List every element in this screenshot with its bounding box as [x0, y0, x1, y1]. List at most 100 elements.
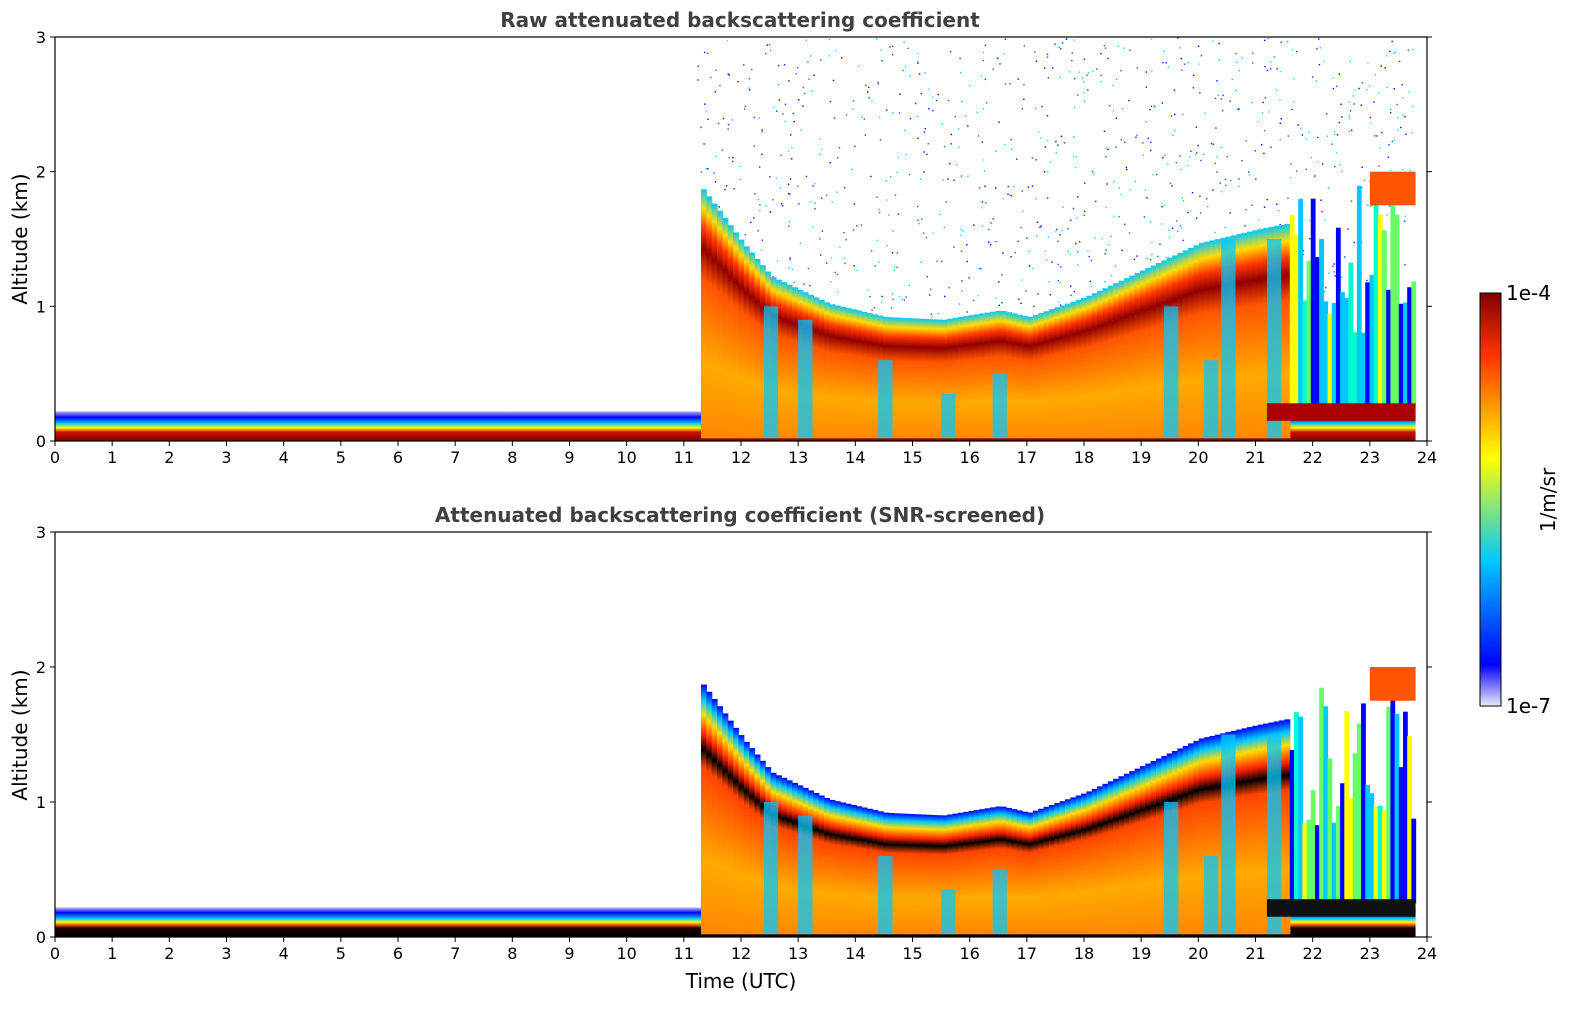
noise-pixel [1236, 108, 1238, 111]
noise-pixel [1059, 304, 1062, 306]
mixed-layer-column [1302, 300, 1308, 408]
noise-pixel [768, 44, 771, 46]
noise-pixel [861, 116, 863, 119]
noise-pixel [1311, 76, 1314, 78]
noise-pixel [1348, 117, 1351, 120]
x-tick-label: 12 [731, 448, 751, 467]
noise-pixel [788, 80, 790, 82]
cloud-column [1118, 280, 1125, 439]
mixed-layer-column [1369, 793, 1375, 904]
noise-pixel [1335, 152, 1338, 154]
noise-pixel [1149, 108, 1151, 111]
cloud-column [733, 232, 740, 439]
y-tick-label: 0 [36, 432, 46, 451]
noise-pixel [721, 149, 724, 151]
cloud-column [1279, 224, 1286, 439]
noise-pixel [1010, 194, 1013, 197]
noise-pixel [1149, 221, 1152, 223]
mixed-layer-column [1377, 805, 1383, 904]
noise-pixel [852, 100, 855, 102]
noise-pixel [1318, 38, 1320, 40]
noise-pixel [697, 79, 699, 81]
noise-pixel [876, 196, 878, 198]
x-tick-label: 13 [788, 448, 808, 467]
noise-pixel [950, 143, 952, 145]
noise-pixel [1017, 78, 1019, 80]
noise-pixel [1036, 221, 1039, 224]
cloud-column [1118, 776, 1125, 935]
noise-pixel [829, 100, 832, 103]
mixed-layer-column [1319, 239, 1324, 408]
noise-pixel [1279, 99, 1281, 101]
noise-pixel [1245, 208, 1247, 211]
late-surface-band [1266, 403, 1416, 421]
noise-pixel [819, 238, 821, 240]
noise-pixel [766, 44, 768, 46]
noise-pixel [1070, 219, 1072, 222]
x-tick-label: 21 [1245, 944, 1265, 963]
virga-streak [1204, 856, 1219, 935]
x-tick-label: 20 [1188, 944, 1208, 963]
cloud-column [786, 284, 793, 439]
noise-pixel [939, 213, 941, 216]
mixed-layer-column [1302, 823, 1308, 904]
noise-pixel [981, 225, 984, 227]
cloud-column [727, 720, 734, 935]
noise-pixel [890, 176, 892, 178]
cloud-column [1209, 240, 1216, 439]
noise-pixel [1047, 236, 1050, 238]
noise-pixel [1162, 157, 1164, 159]
noise-pixel [748, 87, 750, 89]
noise-pixel [977, 135, 980, 137]
noise-pixel [874, 265, 876, 267]
noise-pixel [1103, 130, 1106, 132]
noise-pixel [1325, 286, 1327, 289]
noise-pixel [1091, 170, 1094, 173]
mixed-layer-column [1323, 706, 1329, 904]
noise-pixel [1010, 148, 1013, 151]
noise-pixel [1216, 80, 1218, 82]
noise-pixel [924, 72, 926, 74]
noise-pixel [853, 203, 856, 205]
noise-pixel [1179, 47, 1181, 49]
cloud-column [1070, 797, 1077, 935]
noise-pixel [788, 267, 790, 269]
cloud-column [899, 317, 905, 439]
noise-pixel [715, 69, 717, 71]
noise-pixel [798, 99, 800, 101]
noise-pixel [731, 119, 734, 121]
y-tick-label: 1 [36, 793, 46, 812]
noise-pixel [1216, 171, 1218, 173]
cloud-column [738, 239, 745, 439]
mixed-layer-column [1402, 711, 1408, 904]
noise-pixel [936, 260, 938, 262]
noise-pixel [1315, 80, 1318, 82]
cloud-column [1097, 290, 1104, 439]
noise-pixel [1264, 96, 1267, 99]
noise-pixel [1214, 231, 1216, 234]
cloud-column [791, 287, 798, 439]
x-tick-label: 10 [616, 944, 636, 963]
noise-pixel [905, 296, 907, 298]
noise-pixel [784, 103, 787, 106]
noise-pixel [890, 307, 893, 309]
x-tick-label: 1 [107, 944, 117, 963]
cloud-column [866, 313, 873, 439]
noise-pixel [1113, 180, 1115, 183]
noise-pixel [1368, 85, 1371, 87]
noise-pixel [1108, 243, 1110, 246]
noise-pixel [753, 116, 755, 119]
x-axis: 0 1 2 3 4 5 6 7 8 9 10 11 12 13 14 15 16 17 18 19 20 21 22 23 24 [50, 937, 1437, 963]
noise-pixel [1339, 163, 1341, 166]
noise-pixel [722, 117, 725, 120]
noise-pixel [810, 201, 812, 203]
cloud-column [931, 815, 938, 935]
noise-pixel [1317, 160, 1319, 163]
noise-pixel [1073, 290, 1076, 293]
cloud-column [909, 814, 916, 935]
cloud-column [1214, 239, 1221, 439]
cloud-column [733, 727, 740, 935]
noise-pixel [961, 280, 963, 282]
noise-pixel [1218, 59, 1221, 61]
noise-pixel [1181, 197, 1183, 200]
